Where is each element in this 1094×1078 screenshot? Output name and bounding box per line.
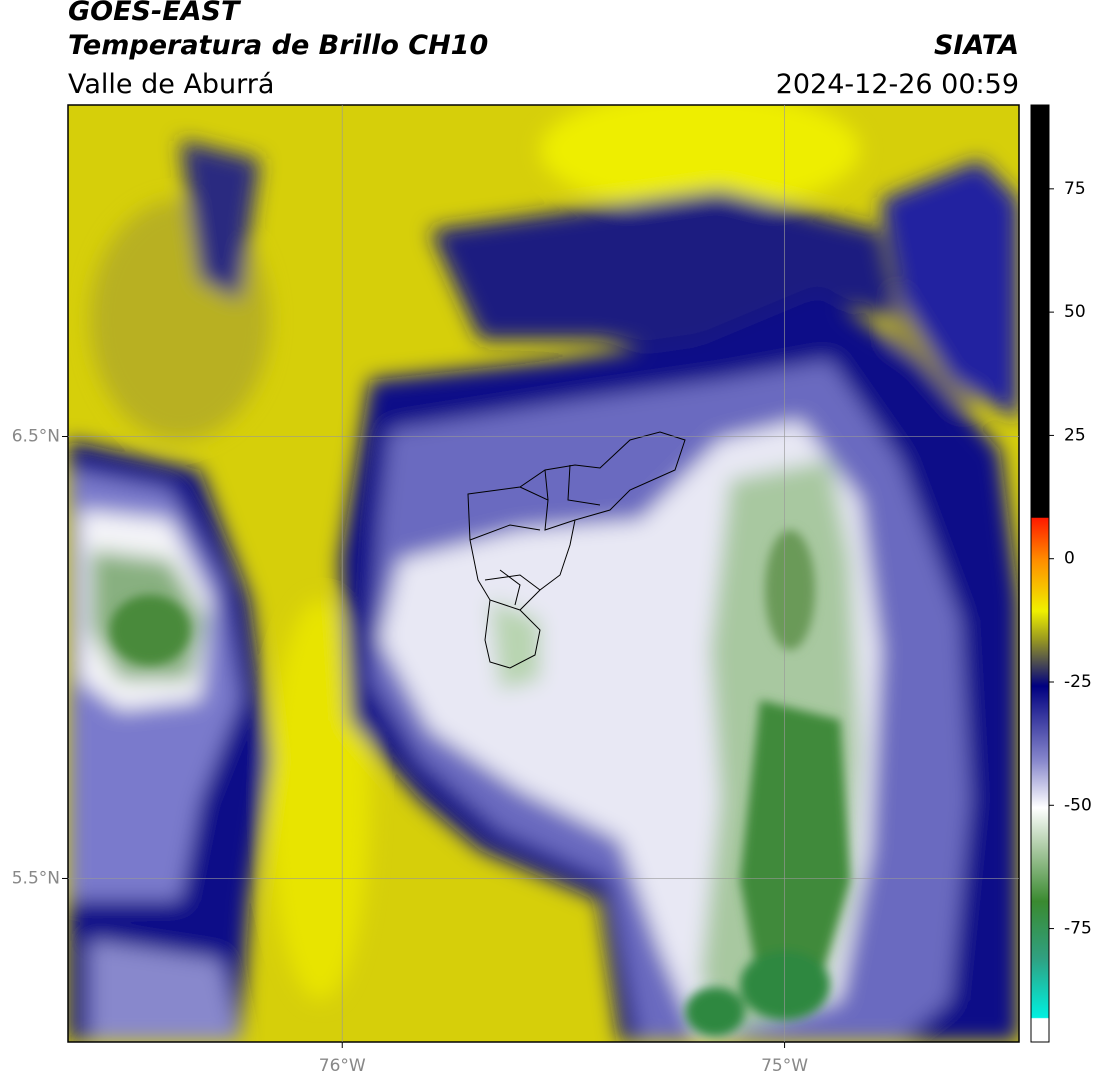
- satellite-image: [68, 105, 1019, 1042]
- source: SIATA: [934, 30, 1019, 61]
- municipal-boundaries: [467, 431, 686, 669]
- region: Valle de Aburrá: [68, 69, 274, 100]
- lat-label: 6.5°N: [12, 426, 60, 446]
- colorbar-label: 50: [1064, 302, 1086, 322]
- lat-label: 5.5°N: [12, 868, 60, 888]
- colorbar-label: 75: [1064, 179, 1086, 199]
- colorbar-label: 0: [1064, 549, 1075, 569]
- colorbar: [1030, 104, 1050, 1043]
- lon-label: 75°W: [761, 1056, 808, 1076]
- colorbar-label: -25: [1064, 672, 1092, 692]
- map-frame: [67, 104, 1020, 1043]
- colorbar-label: -75: [1064, 919, 1092, 939]
- colorbar-label: -50: [1064, 795, 1092, 815]
- lon-label: 76°W: [319, 1056, 366, 1076]
- datetime: 2024-12-26 00:59: [776, 69, 1019, 100]
- colorbar-label: 25: [1064, 425, 1086, 445]
- subtitle: Temperatura de Brillo CH10: [68, 30, 488, 61]
- title: GOES-EAST: [68, 0, 242, 27]
